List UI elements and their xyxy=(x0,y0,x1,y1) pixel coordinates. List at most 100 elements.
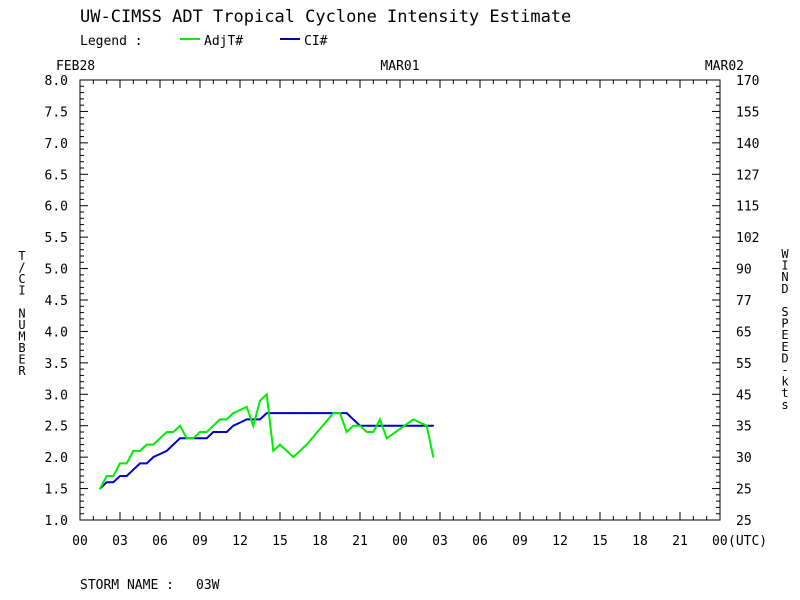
y-axis-label-right-char: - xyxy=(781,363,788,377)
data-point-adjt xyxy=(252,424,255,427)
data-point-ci xyxy=(152,456,155,458)
y-tick-label-right: 155 xyxy=(736,105,759,120)
y-axis-label-right-char: I xyxy=(781,259,788,273)
storm-name-label: STORM NAME : xyxy=(80,578,174,593)
data-point-adjt xyxy=(159,437,161,440)
y-tick-label-left: 2.0 xyxy=(45,451,68,466)
series-line-adjt xyxy=(99,392,435,490)
y-tick-label-left: 1.0 xyxy=(45,514,68,529)
data-point-adjt xyxy=(285,450,288,452)
y-tick-label-right: 35 xyxy=(736,420,752,435)
data-point-adjt xyxy=(99,487,101,490)
data-point-adjt xyxy=(172,431,175,433)
data-point-adjt xyxy=(205,431,208,433)
data-point-adjt xyxy=(212,424,215,427)
data-point-ci xyxy=(125,475,128,477)
x-tick-label: 09 xyxy=(512,534,528,549)
data-point-adjt xyxy=(279,443,281,446)
data-point-adjt xyxy=(372,431,375,433)
y-tick-label-right: 77 xyxy=(736,294,752,309)
data-point-ci xyxy=(232,424,235,427)
data-point-ci xyxy=(385,424,388,427)
data-point-ci xyxy=(119,475,121,477)
y-tick-label-left: 6.0 xyxy=(45,200,68,215)
data-point-adjt xyxy=(139,450,141,452)
y-tick-label-right: 55 xyxy=(736,357,752,372)
data-point-adjt xyxy=(305,443,308,446)
x-tick-label: 21 xyxy=(352,534,368,549)
y-tick-label-right: 127 xyxy=(736,168,759,183)
y-tick-label-right: 90 xyxy=(736,263,752,278)
x-tick-label: 00 xyxy=(72,534,88,549)
data-point-ci xyxy=(265,412,268,414)
data-point-adjt xyxy=(105,475,108,477)
data-point-adjt xyxy=(125,462,128,465)
y-tick-label-right: 115 xyxy=(736,200,759,215)
date-labels: FEB28 MAR01 MAR02 xyxy=(56,59,744,74)
y-tick-label-left: 6.5 xyxy=(45,168,68,183)
data-point-ci xyxy=(145,462,148,465)
data-point-ci xyxy=(432,424,435,427)
date-label: FEB28 xyxy=(56,59,95,74)
x-tick-label: 06 xyxy=(472,534,488,549)
x-tick-label: 06 xyxy=(152,534,168,549)
data-point-ci xyxy=(132,468,135,471)
y-tick-label-left: 5.0 xyxy=(45,263,68,278)
y-tick-label-right: 25 xyxy=(736,514,752,529)
y-tick-label-left: 2.5 xyxy=(45,420,68,435)
y-axis-label-right-char: S xyxy=(781,305,788,319)
y-tick-label-left: 7.5 xyxy=(45,105,68,120)
y-axis-label-left-char: / xyxy=(18,261,25,275)
y-tick-label-right: 30 xyxy=(736,451,752,466)
y-axis-label-left-char: I xyxy=(18,284,25,298)
data-point-ci xyxy=(259,418,261,421)
chart-title: UW-CIMSS ADT Tropical Cyclone Intensity … xyxy=(80,7,571,27)
data-point-ci xyxy=(319,412,321,414)
data-point-adjt xyxy=(232,412,235,414)
data-point-adjt xyxy=(185,437,188,440)
legend-entry-adjt: AdjT# xyxy=(204,34,243,49)
data-point-adjt xyxy=(339,412,341,414)
data-point-adjt xyxy=(239,409,241,411)
data-point-adjt xyxy=(319,428,321,430)
data-point-adjt xyxy=(425,424,428,427)
date-label: MAR02 xyxy=(705,59,744,74)
y-tick-label-left: 3.0 xyxy=(45,388,68,403)
y-axis-label-left-char: M xyxy=(18,330,25,344)
y-tick-label-right: 102 xyxy=(736,231,759,246)
data-point-adjt xyxy=(225,418,228,421)
data-point-adjt xyxy=(352,424,355,427)
y-tick-label-right: 65 xyxy=(736,325,752,340)
data-point-adjt xyxy=(219,418,221,421)
y-axis-label-right-char: E xyxy=(781,340,788,354)
y-axis-label-left-char: B xyxy=(18,341,25,355)
data-point-adjt xyxy=(259,399,261,402)
y-axis-label-right-char: N xyxy=(781,270,788,284)
storm-name-value: 03W xyxy=(196,578,220,593)
y-tick-label-left: 1.5 xyxy=(45,483,68,498)
x-tick-label: 00 xyxy=(392,534,408,549)
data-point-ci xyxy=(352,418,355,421)
data-point-adjt xyxy=(119,462,121,465)
data-point-ci xyxy=(239,421,241,424)
series-layer xyxy=(99,392,435,490)
legend-label: Legend : xyxy=(80,34,143,49)
y-axis-label-left-char: U xyxy=(18,318,25,332)
y-tick-label-left: 7.0 xyxy=(45,137,68,152)
axes: 00 03 06 09 12 15 18 21 00 03 06 09 12 15 18 21 00 (UTC)1… xyxy=(45,74,768,549)
data-point-adjt xyxy=(292,456,295,458)
data-point-ci xyxy=(399,424,401,427)
y-axis-label-right-char: s xyxy=(781,398,788,412)
plot-frame xyxy=(79,79,721,521)
y-tick-label-right: 45 xyxy=(736,388,752,403)
y-axis-label-left-char: E xyxy=(18,353,25,367)
data-point-ci xyxy=(292,412,295,414)
y-axis-label-right-char: W xyxy=(781,247,789,261)
data-point-adjt xyxy=(199,431,201,433)
x-tick-label: 12 xyxy=(552,534,568,549)
data-point-adjt xyxy=(345,431,348,433)
y-axis-label-right-char: k xyxy=(781,375,789,389)
x-tick-label: 00 xyxy=(712,534,728,549)
data-point-adjt xyxy=(192,437,195,440)
